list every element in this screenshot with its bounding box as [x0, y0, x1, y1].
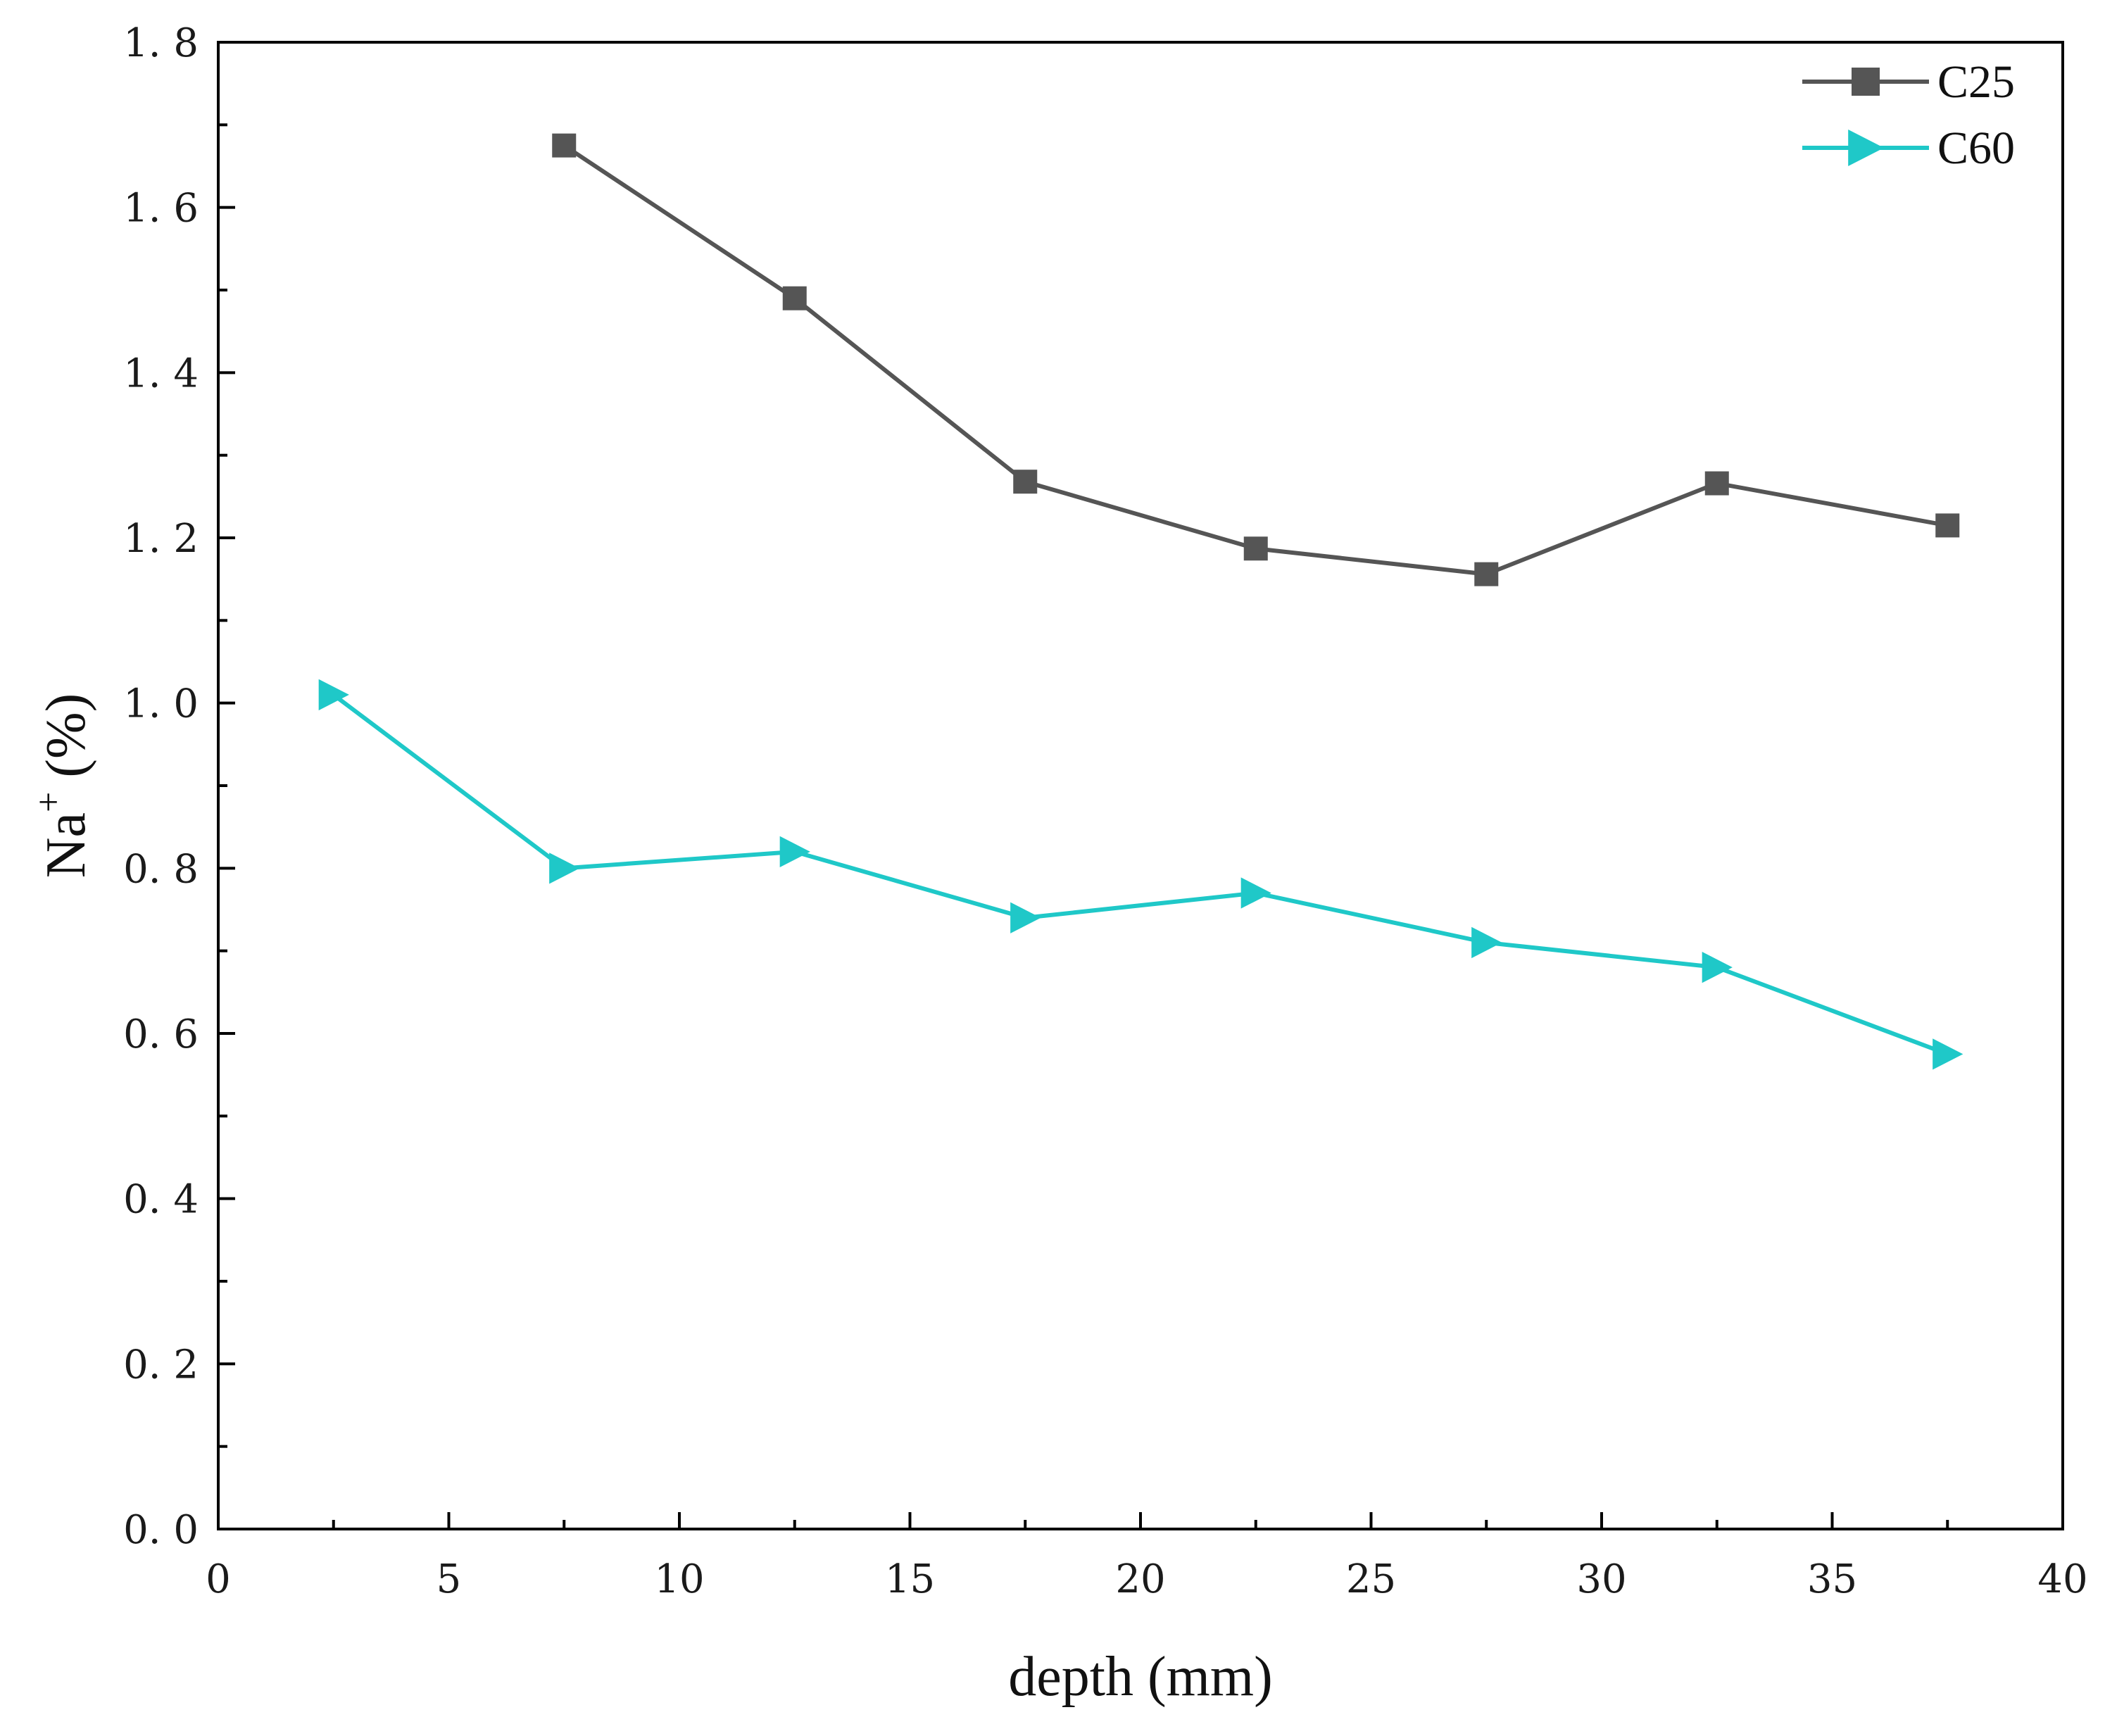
- plot-border: [217, 41, 2064, 1530]
- y-tick-label: 1. 2: [123, 516, 199, 562]
- series-C60: [318, 679, 1963, 1070]
- data-point-C25: [1243, 536, 1268, 561]
- legend-marker: [1848, 129, 1885, 167]
- data-point-C25: [1935, 513, 1960, 538]
- y-axis: 0. 0 0. 2 0. 4 0. 6 0. 8 1. 0 1. 2 1. 4 1. 6 1. 8: [123, 20, 235, 1553]
- series-C25: [552, 133, 1960, 586]
- x-tick-label: 25: [1346, 1556, 1396, 1602]
- data-point-C60: [1933, 1038, 1963, 1070]
- series-line-C60: [332, 693, 1949, 1057]
- data-point-C60: [1702, 951, 1733, 983]
- y-tick-label: 0. 0: [123, 1507, 199, 1553]
- y-axis-title: Na+ (%): [29, 693, 97, 879]
- legend-item-C25: C25: [1802, 56, 2015, 108]
- x-tick-label: 0: [206, 1556, 231, 1602]
- x-tick-label: 10: [654, 1556, 704, 1602]
- legend-label: C60: [1937, 122, 2015, 174]
- y-tick-label: 0. 8: [123, 846, 199, 892]
- data-point-C25: [1704, 471, 1729, 496]
- x-tick-label: 20: [1115, 1556, 1165, 1602]
- y-axis-title-superscript: +: [29, 792, 69, 812]
- x-axis: 0 5 10 15 20 25 30 35 40: [206, 1512, 2088, 1602]
- data-point-C60: [779, 836, 810, 868]
- x-tick-label: 40: [2037, 1556, 2087, 1602]
- x-tick-label: 30: [1576, 1556, 1626, 1602]
- y-tick-label: 1. 6: [123, 186, 199, 232]
- y-tick-label: 1. 8: [123, 20, 199, 66]
- y-tick-label: 1. 0: [123, 681, 199, 727]
- legend-marker: [1852, 68, 1880, 96]
- x-tick-label: 15: [885, 1556, 935, 1602]
- data-point-C60: [1471, 926, 1502, 959]
- series-line-C25: [563, 144, 1948, 577]
- data-point-C25: [1474, 562, 1499, 586]
- series-layer: [318, 133, 1963, 1070]
- y-tick-label: 1. 4: [123, 351, 199, 396]
- data-point-C60: [1240, 877, 1271, 909]
- y-tick-label: 0. 6: [123, 1012, 199, 1057]
- y-axis-title-unit: (%): [35, 693, 97, 792]
- data-point-C60: [549, 853, 580, 884]
- legend-label: C25: [1937, 56, 2015, 108]
- x-tick-label: 5: [436, 1556, 462, 1602]
- data-point-C25: [1013, 470, 1038, 494]
- y-tick-label: 0. 2: [123, 1342, 199, 1388]
- y-axis-title-main: Na: [35, 812, 97, 878]
- plot-frame: [217, 41, 2064, 1530]
- y-tick-label: 0. 4: [123, 1177, 199, 1223]
- data-point-C25: [782, 286, 807, 310]
- legend-item-C60: C60: [1802, 122, 2015, 174]
- data-point-C25: [552, 133, 577, 158]
- data-point-C60: [318, 679, 349, 711]
- data-point-C60: [1010, 902, 1041, 933]
- x-axis-title: depth (mm): [1008, 1646, 1272, 1708]
- x-tick-label: 35: [1807, 1556, 1857, 1602]
